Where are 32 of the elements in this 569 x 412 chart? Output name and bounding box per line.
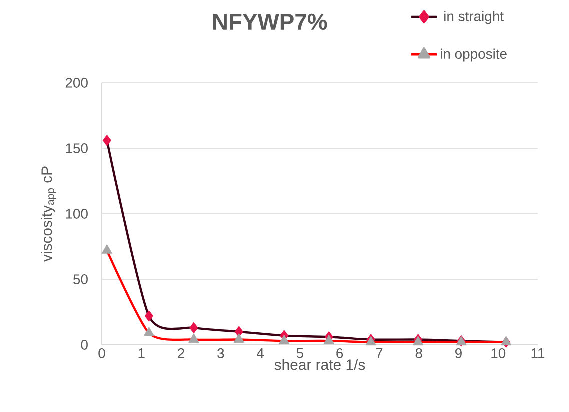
x-tick-label: 6 — [336, 348, 344, 358]
y-tick-label: 200 — [66, 78, 88, 88]
x-tick-label: 11 — [532, 348, 545, 358]
x-tick-label: 8 — [416, 348, 422, 358]
y-axis-title: viscosity$_{app}$ cP — [41, 166, 56, 262]
y-tick-label: 0 — [81, 340, 88, 350]
point — [144, 310, 154, 322]
legend-label: in opposite — [441, 48, 507, 62]
point — [102, 244, 113, 254]
x-tick-label: 2 — [178, 348, 184, 358]
legend-label: in straight — [444, 11, 504, 24]
point — [234, 334, 245, 343]
x-tick-label: 4 — [256, 348, 264, 358]
x-tick-label: 0 — [98, 348, 106, 358]
x-tick-label: 9 — [456, 348, 462, 358]
y-tick-label: 150 — [66, 144, 88, 154]
point — [144, 327, 155, 336]
point — [102, 134, 112, 146]
y-tick-label: 100 — [66, 209, 88, 219]
x-tick-label: 10 — [492, 348, 506, 358]
y-tick-label: 50 — [74, 274, 88, 284]
chart-title: NFYWP7% — [213, 14, 328, 30]
x-tick-label: 7 — [376, 348, 383, 358]
x-axis-title: shear rate 1/s — [274, 359, 366, 370]
x-tick-label: 1 — [138, 348, 145, 358]
point — [190, 322, 198, 334]
x-tick-label: 5 — [296, 348, 304, 358]
point — [278, 334, 290, 344]
point — [324, 334, 335, 344]
point — [188, 334, 200, 343]
point — [500, 336, 512, 346]
x-tick-label: 3 — [218, 348, 224, 358]
